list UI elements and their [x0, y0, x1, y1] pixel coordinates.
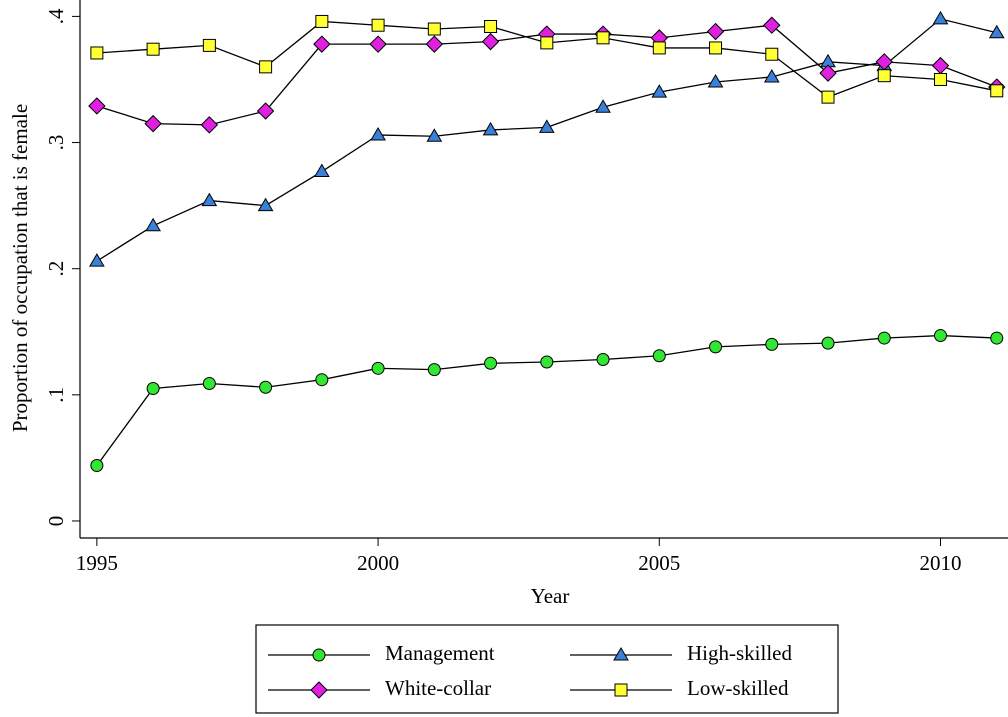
marker — [427, 363, 441, 377]
y-tick-label: .4 — [44, 8, 68, 24]
marker — [371, 361, 385, 375]
marker — [88, 97, 106, 115]
legend-label: White-collar — [385, 676, 491, 700]
legend-label: Low-skilled — [687, 676, 789, 700]
marker — [821, 90, 835, 104]
marker — [934, 72, 948, 86]
marker — [595, 99, 611, 113]
marker — [484, 356, 498, 370]
marker — [481, 32, 500, 51]
x-tick-label: 2000 — [357, 551, 399, 575]
x-tick-label: 2005 — [638, 551, 680, 575]
marker — [484, 19, 498, 33]
marker — [369, 35, 387, 53]
marker — [931, 56, 950, 75]
marker — [201, 192, 218, 207]
marker — [596, 31, 610, 45]
marker — [934, 329, 948, 343]
marker — [877, 69, 891, 83]
marker — [765, 337, 779, 351]
marker — [202, 376, 216, 390]
marker — [200, 116, 219, 134]
marker — [315, 373, 329, 387]
legend-marker — [312, 648, 326, 662]
marker — [596, 353, 610, 367]
marker — [425, 35, 444, 53]
marker — [371, 18, 385, 32]
marker — [370, 126, 386, 141]
marker — [540, 36, 554, 50]
marker — [652, 349, 666, 363]
marker — [257, 197, 274, 212]
marker — [763, 16, 781, 34]
marker — [315, 14, 329, 28]
legend-marker — [613, 647, 629, 661]
marker — [877, 331, 891, 345]
marker — [89, 253, 105, 267]
marker — [259, 60, 273, 74]
marker — [538, 119, 555, 133]
y-tick-label: .1 — [44, 387, 68, 403]
legend-label: Management — [385, 641, 495, 665]
marker — [256, 102, 275, 120]
marker — [144, 114, 162, 133]
x-tick-label: 2010 — [920, 551, 962, 575]
marker — [259, 380, 273, 394]
marker — [313, 163, 330, 178]
marker — [145, 217, 161, 232]
legend-marker — [614, 683, 628, 697]
marker — [763, 68, 780, 83]
marker — [482, 121, 499, 136]
marker — [709, 41, 723, 55]
x-tick-label: 1995 — [76, 551, 118, 575]
legend-label: High-skilled — [687, 641, 792, 665]
marker — [706, 22, 725, 41]
marker — [990, 331, 1004, 345]
legend-box — [255, 624, 839, 714]
y-axis-title: Proportion of occupation that is female — [8, 104, 32, 432]
marker — [427, 22, 441, 36]
series-line — [96, 18, 997, 262]
marker — [202, 38, 216, 52]
marker — [709, 340, 723, 354]
marker — [765, 47, 779, 61]
marker — [651, 84, 668, 98]
y-tick-label: .3 — [44, 135, 68, 151]
marker — [90, 46, 104, 60]
marker — [988, 24, 1005, 39]
marker — [313, 35, 331, 53]
series-line — [96, 334, 997, 466]
marker — [90, 458, 104, 472]
legend-marker — [310, 681, 328, 699]
marker — [990, 84, 1004, 98]
marker — [819, 64, 837, 82]
marker — [426, 128, 443, 142]
marker — [707, 74, 724, 88]
marker — [540, 355, 554, 369]
marker — [146, 382, 160, 396]
marker — [652, 41, 666, 55]
y-tick-label: 0 — [44, 516, 68, 527]
marker — [821, 336, 835, 350]
marker — [146, 42, 160, 56]
y-tick-label: .2 — [44, 261, 68, 277]
x-axis-title: Year — [531, 584, 570, 608]
marker — [932, 10, 949, 25]
